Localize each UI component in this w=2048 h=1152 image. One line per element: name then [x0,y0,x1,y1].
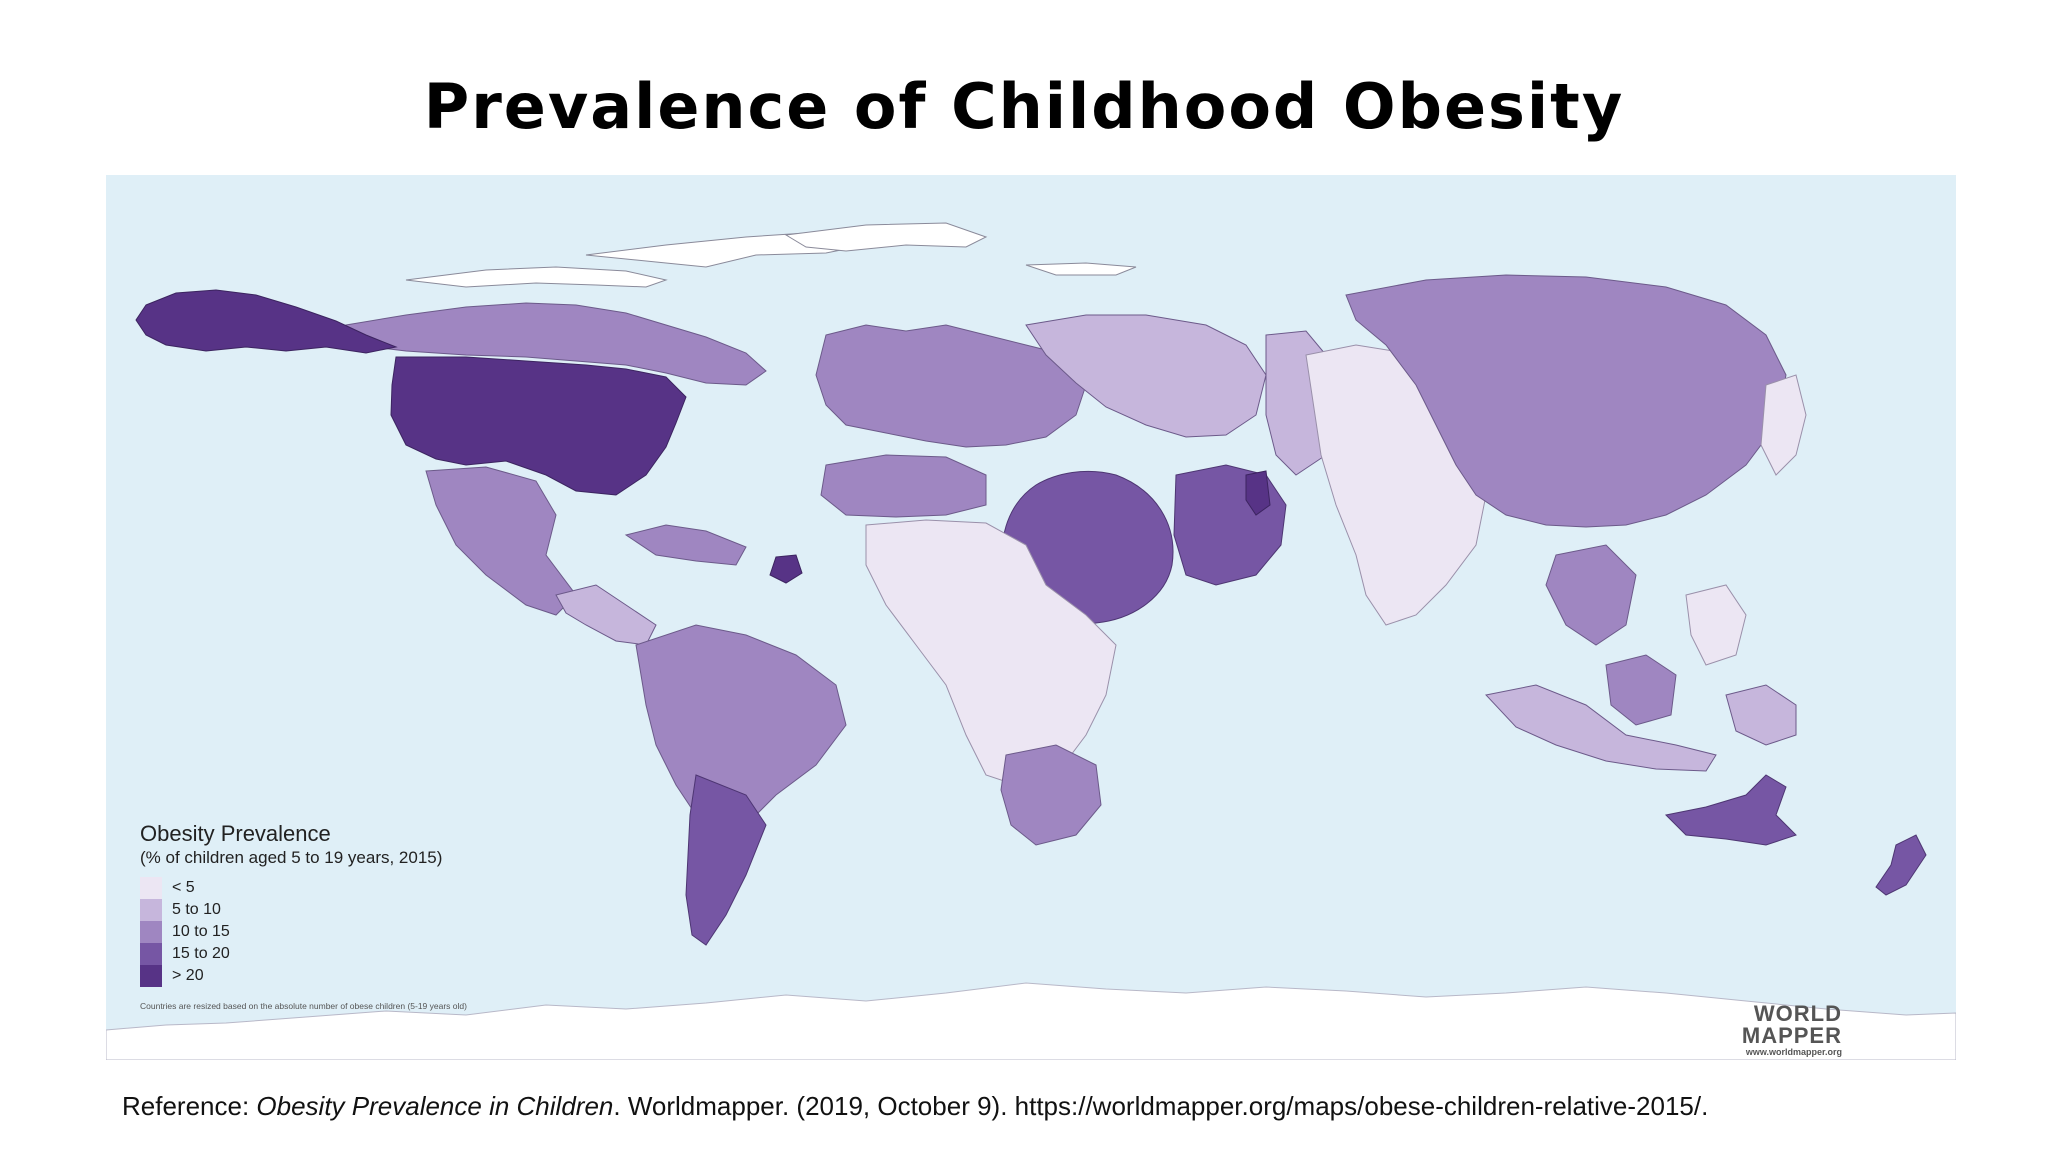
world-map: Obesity Prevalence (% of children aged 5… [106,175,1956,1060]
arctic-islands [405,232,1137,288]
legend-label: 10 to 15 [172,923,230,940]
region-china-russia [1345,274,1787,528]
legend-label: > 20 [172,967,204,984]
greenland-arc [784,222,988,252]
legend-note: Countries are resized based on the absol… [140,1001,467,1011]
region-png [1725,684,1797,746]
legend-item: 5 to 10 [140,899,560,921]
reference-suffix: . Worldmapper. (2019, October 9). https:… [613,1091,1709,1121]
region-borneo [1605,654,1677,726]
region-indonesia [1485,684,1717,772]
legend-swatch [140,965,162,987]
region-eastern-europe [1025,314,1267,438]
region-south-america [635,624,847,836]
legend-swatch [140,877,162,899]
legend-item: 10 to 15 [140,921,560,943]
legend-item: 15 to 20 [140,943,560,965]
logo-line1: WORLD [1753,1001,1842,1026]
region-japan [1760,374,1807,476]
antarctica [106,982,1956,1060]
legend-swatch [140,921,162,943]
region-south-africa [1000,744,1102,846]
legend-item: < 5 [140,877,560,899]
legend-swatch [140,943,162,965]
region-gulf-high [1245,470,1271,516]
region-caribbean-high [769,554,803,584]
logo-line2: MAPPER [1741,1023,1842,1048]
region-new-zealand [1875,834,1927,896]
region-argentina [685,774,767,946]
legend-item: > 20 [140,965,560,987]
logo-url: www.worldmapper.org [1745,1047,1842,1057]
region-canada [345,302,767,386]
legend-subtitle: (% of children aged 5 to 19 years, 2015) [140,848,443,867]
legend-label: 15 to 20 [172,945,230,962]
reference-title: Obesity Prevalence in Children [256,1091,614,1121]
legend-label: 5 to 10 [172,901,221,918]
slide-title: Prevalence of Childhood Obesity [423,70,1625,143]
region-europe [815,324,1087,448]
region-alaska [135,289,398,354]
map-legend: Obesity Prevalence (% of children aged 5… [140,821,560,1011]
region-north-africa [820,454,987,518]
region-australia [1664,774,1797,846]
reference-citation: Reference: Obesity Prevalence in Childre… [122,1091,1708,1122]
reference-prefix: Reference: [122,1091,257,1121]
legend-swatch [140,899,162,921]
region-usa [390,356,687,496]
region-philippines [1685,584,1747,666]
legend-label: < 5 [172,879,195,896]
legend-title: Obesity Prevalence [140,821,331,846]
region-southeast-asia [1545,544,1637,646]
worldmapper-logo: WORLD MAPPER www.worldmapper.org [1722,1001,1842,1058]
cartogram-map [106,175,1956,1060]
region-caribbean [624,524,747,566]
